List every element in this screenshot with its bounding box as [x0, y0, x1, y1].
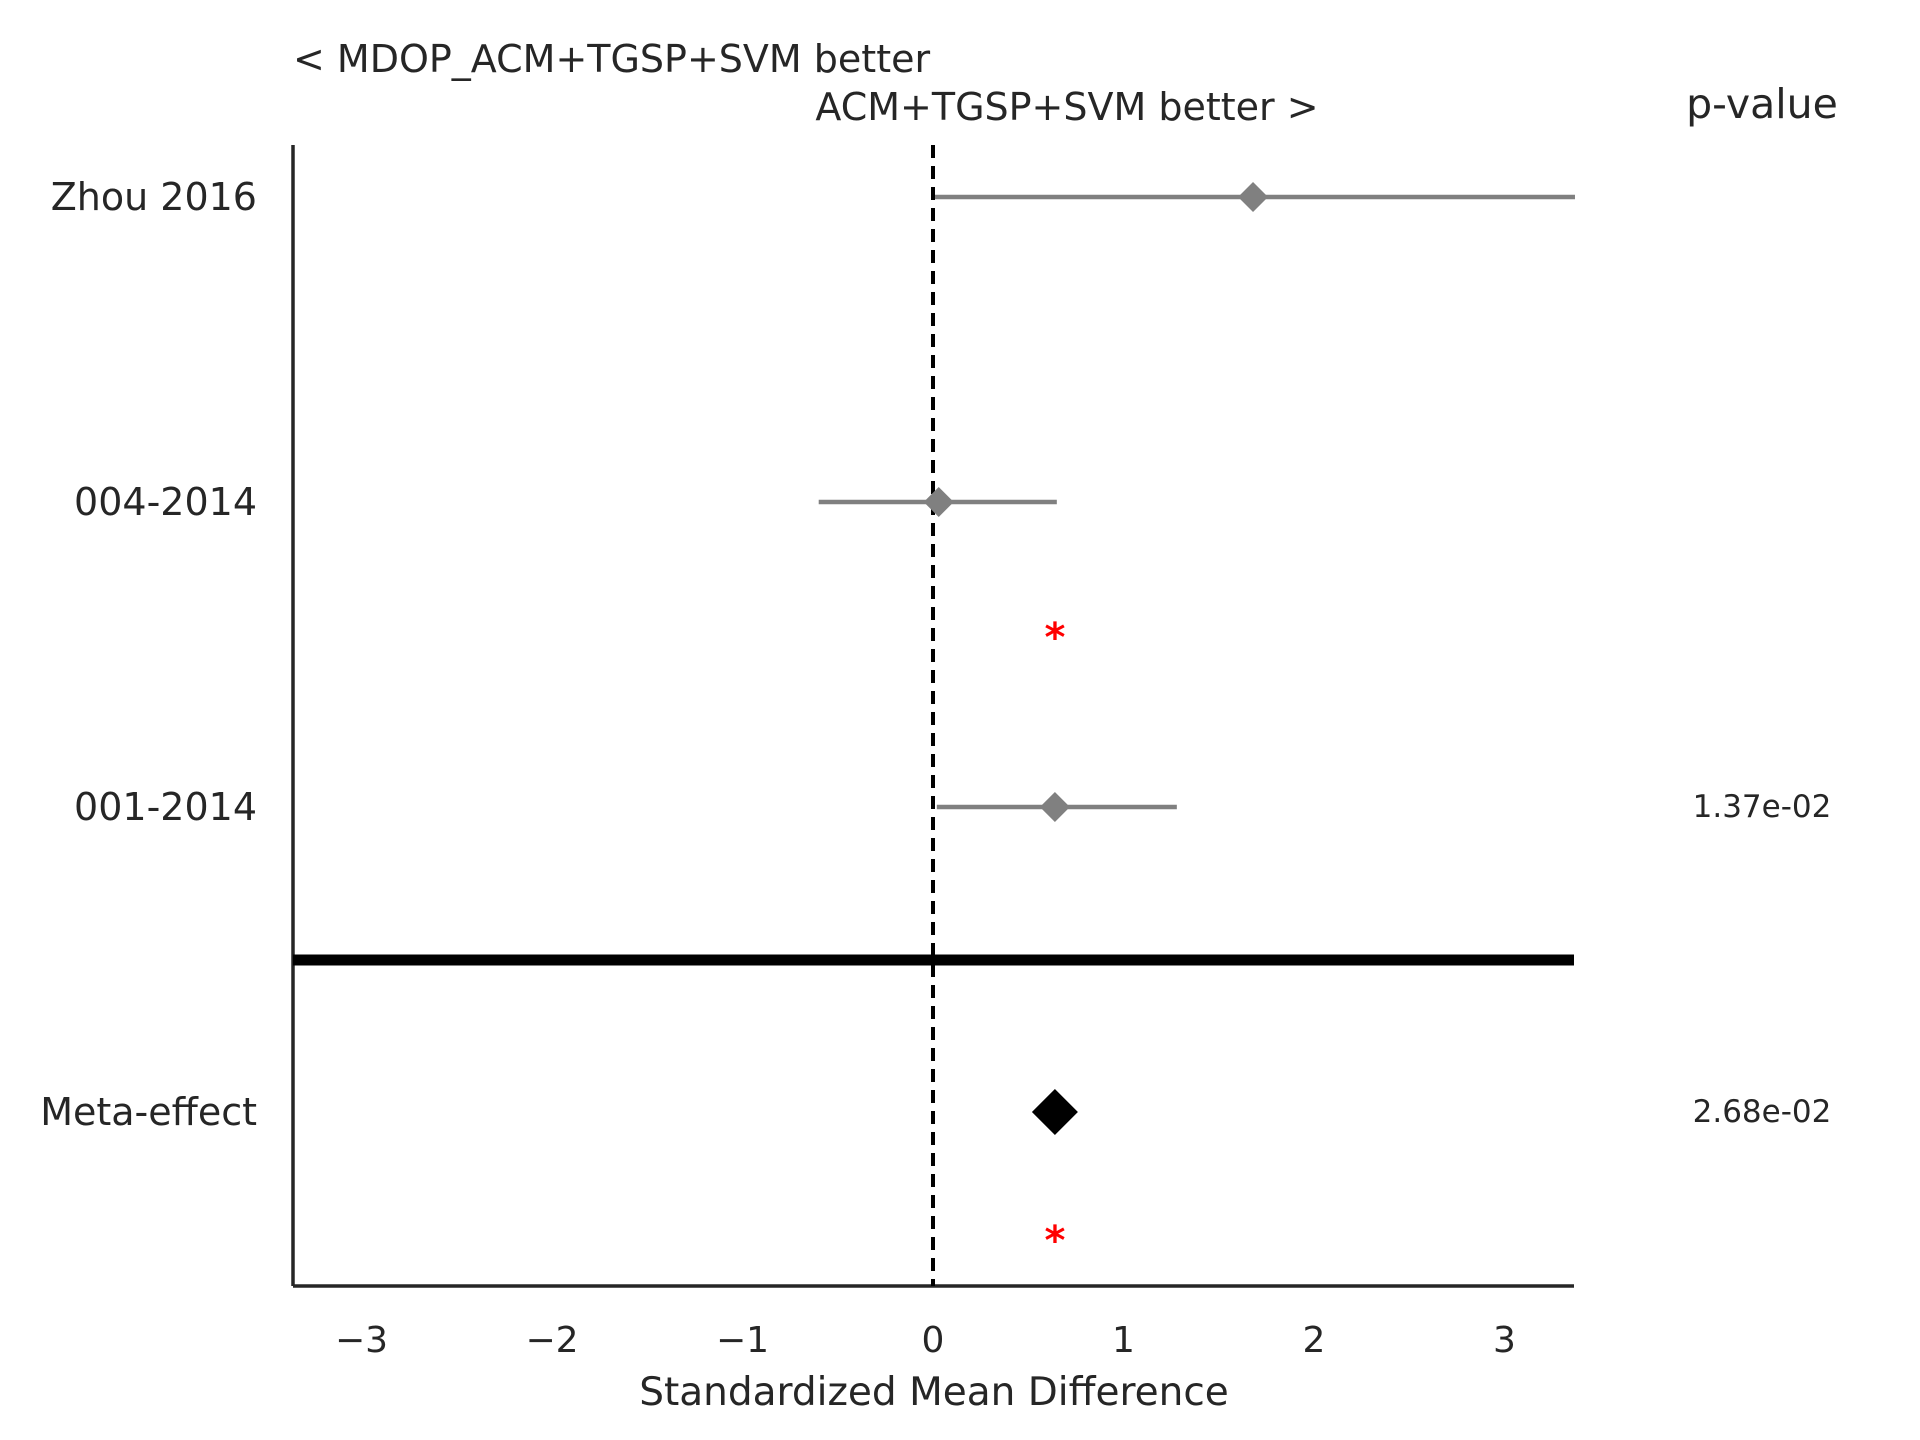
- meta-p-value-text: 2.68e-02: [1693, 1094, 1832, 1130]
- x-tick-label: −2: [525, 1320, 578, 1361]
- x-tick-label: 3: [1493, 1320, 1516, 1361]
- study-label: 001-2014: [74, 785, 257, 829]
- meta-effect-marker: [1031, 1089, 1078, 1135]
- plot-area: −3 −2 −1 0 1 2 3 Zhou 2016 004-2014 001-2014 1.37e…: [40, 145, 1831, 1361]
- effect-marker: [1039, 792, 1070, 822]
- header-right: ACM+TGSP+SVM better >: [815, 85, 1318, 129]
- x-axis-label: Standardized Mean Difference: [639, 1370, 1229, 1415]
- pvalue-header: p-value: [1686, 80, 1838, 128]
- x-tick-label: 1: [1112, 1320, 1135, 1361]
- significance-marker: *: [1044, 1218, 1065, 1264]
- x-tick-label: −3: [335, 1320, 388, 1361]
- x-tick-label: −1: [716, 1320, 769, 1361]
- x-tick-label: 2: [1303, 1320, 1326, 1361]
- header-left: < MDOP_ACM+TGSP+SVM better: [293, 37, 930, 81]
- meta-effect-label: Meta-effect: [40, 1090, 257, 1134]
- p-value-text: 1.37e-02: [1693, 789, 1832, 825]
- significance-marker: *: [1044, 615, 1065, 661]
- effect-marker: [923, 487, 954, 517]
- study-label: 004-2014: [74, 480, 257, 524]
- study-label: Zhou 2016: [51, 175, 257, 219]
- effect-marker: [1238, 182, 1269, 212]
- x-tick-label: 0: [922, 1320, 945, 1361]
